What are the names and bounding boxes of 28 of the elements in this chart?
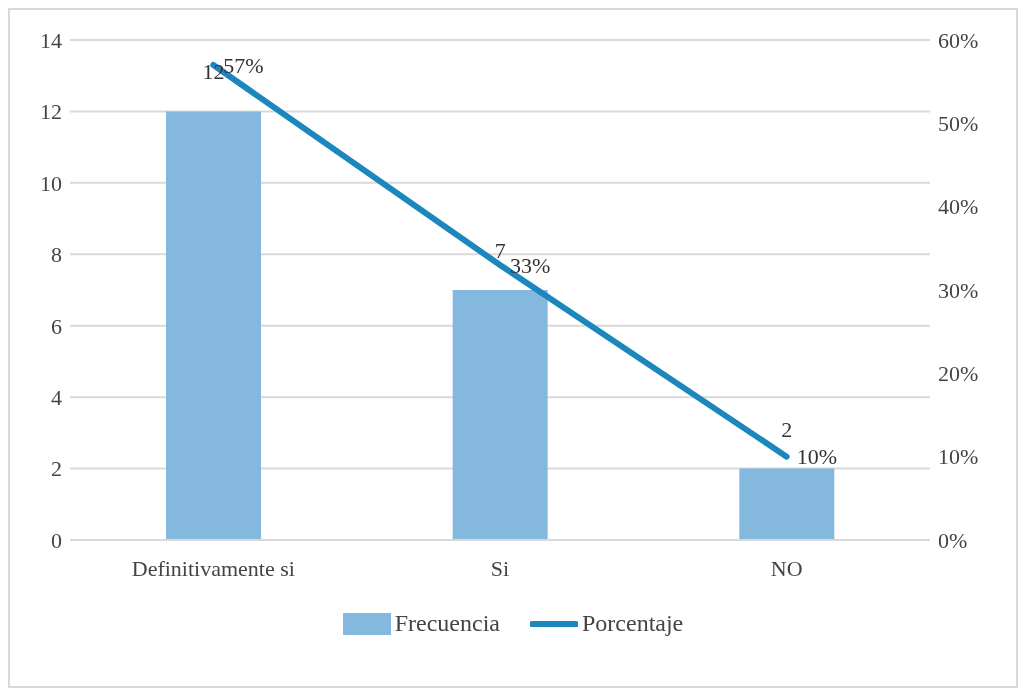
- bar: [452, 290, 548, 540]
- y2-tick-label: 30%: [938, 277, 979, 303]
- bar: [166, 111, 261, 540]
- y-tick-label: 8: [51, 242, 62, 268]
- legend-label: Porcentaje: [581, 610, 684, 637]
- data-label: 2: [781, 416, 793, 442]
- data-label: 57%: [223, 52, 264, 78]
- y2-tick-label: 10%: [938, 444, 979, 470]
- y2-tick-label: 40%: [938, 194, 979, 220]
- x-tick-label: Definitivamente si: [131, 555, 295, 581]
- y-tick-label: 12: [40, 99, 62, 125]
- y2-tick-label: 20%: [938, 361, 979, 387]
- y2-tick-label: 50%: [938, 111, 979, 137]
- y-tick-label: 2: [51, 456, 62, 482]
- y-tick-label: 0: [51, 527, 62, 553]
- data-label: 7: [494, 238, 506, 263]
- data-label: 10%: [796, 444, 837, 470]
- bar: [739, 468, 835, 540]
- y2-tick-label: 0%: [938, 527, 968, 553]
- y-tick-label: 6: [51, 313, 62, 339]
- y-tick-label: 10: [40, 170, 62, 196]
- y-tick-label: 4: [51, 384, 62, 410]
- x-tick-label: Si: [490, 555, 510, 581]
- x-tick-label: NO: [770, 555, 803, 581]
- y2-tick-label: 60%: [938, 27, 979, 53]
- y-tick-label: 14: [40, 27, 62, 53]
- legend-label: Frecuencia: [394, 610, 500, 637]
- data-label: 33%: [510, 252, 551, 278]
